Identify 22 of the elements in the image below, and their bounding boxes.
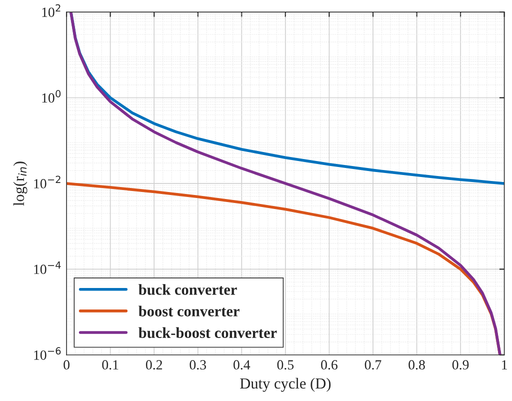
x-tick-label: 0.1 bbox=[102, 360, 118, 370]
x-tick-label: 0.2 bbox=[146, 360, 162, 370]
x-tick-label: 0.6 bbox=[321, 360, 338, 370]
legend-label: boost converter bbox=[138, 306, 240, 316]
line-series bbox=[70, 12, 502, 355]
legend-label: buck converter bbox=[138, 284, 237, 295]
y-tick-label: 10$^{−6}$ bbox=[34, 347, 61, 360]
y-tick-label: 10$^{2}$ bbox=[42, 4, 60, 17]
y-tick-label: 10$^{−4}$ bbox=[34, 262, 61, 274]
x-axis-title: Duty cycle (D) bbox=[240, 378, 331, 392]
x-tick-label: 0.7 bbox=[364, 360, 382, 370]
x-tick-label: 1 bbox=[502, 360, 507, 370]
x-tick-label: 0 bbox=[64, 360, 70, 370]
x-tick-label: 0.4 bbox=[234, 360, 250, 370]
x-tick-label: 0.5 bbox=[277, 360, 294, 370]
legend-label: buck-boost converter bbox=[138, 327, 277, 338]
y-tick-label: 10$^{−2}$ bbox=[34, 176, 60, 188]
y-tick-label: 10$^{0}$ bbox=[42, 90, 61, 103]
x-tick-label: 0.8 bbox=[408, 360, 425, 370]
x-tick-label: 0.3 bbox=[190, 360, 206, 370]
y-axis-title: log(r$_{in}$) bbox=[13, 162, 28, 206]
x-tick-label: 0.9 bbox=[452, 360, 469, 370]
